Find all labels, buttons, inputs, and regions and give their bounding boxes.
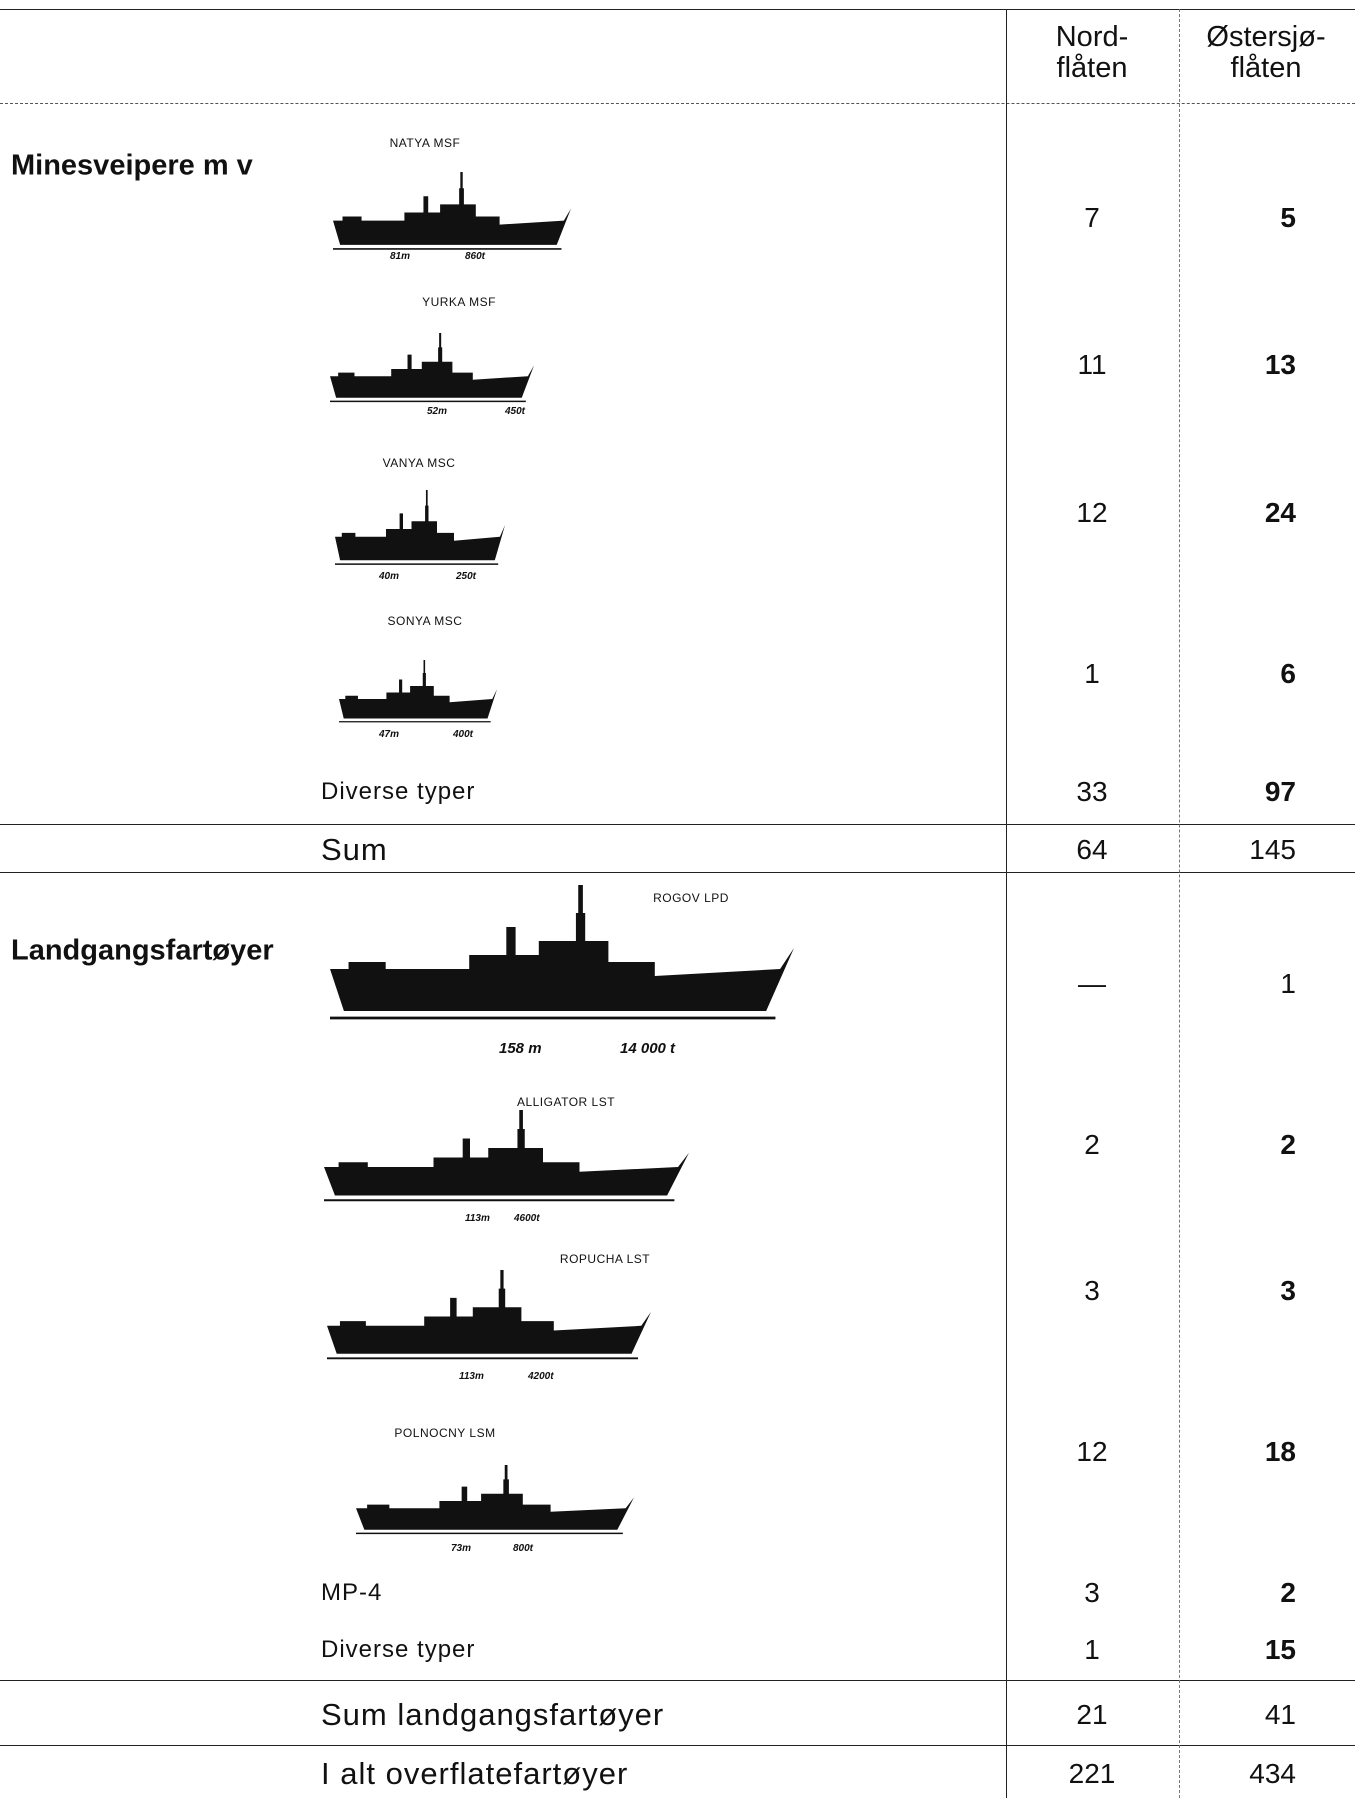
ship-tonnage: 800t <box>513 1543 534 1554</box>
value-nord: 1 <box>1084 1634 1100 1665</box>
rule <box>0 872 1355 873</box>
value-ostersjo: 2 <box>1280 1577 1296 1608</box>
value-nord: 12 <box>1076 497 1108 528</box>
ship-name: ROPUCHA LST <box>559 1252 651 1266</box>
value-nord: 221 <box>1068 1758 1116 1789</box>
value-ostersjo: 97 <box>1264 776 1296 807</box>
column-header-line: Nord- <box>1055 21 1129 53</box>
ship-silhouette <box>327 1270 651 1360</box>
value-nord: 33 <box>1076 776 1108 807</box>
column-header-line: Østersjø- <box>1206 21 1326 53</box>
row-label: I alt overflatefartøyer <box>321 1756 629 1791</box>
ship-silhouette <box>356 1465 634 1535</box>
value-ostersjo: 5 <box>1280 202 1296 233</box>
ship-name: YURKA MSF <box>422 295 496 309</box>
ship-tonnage: 860t <box>465 251 486 262</box>
value-ostersjo: 6 <box>1280 658 1296 689</box>
ship-name: ROGOV LPD <box>653 891 729 905</box>
value-ostersjo: 18 <box>1264 1436 1296 1467</box>
column-header-line: flåten <box>1056 52 1128 84</box>
value-ostersjo: 13 <box>1264 349 1296 380</box>
value-ostersjo: 2 <box>1280 1129 1296 1160</box>
ship-name: VANYA MSC <box>382 456 456 470</box>
ship-silhouette <box>324 1110 689 1202</box>
rule <box>0 824 1355 825</box>
ship-tonnage: 400t <box>453 729 474 740</box>
row-label: Diverse typer <box>321 1636 476 1663</box>
value-nord: 11 <box>1077 349 1107 380</box>
ship-tonnage: 14 000 t <box>620 1040 676 1057</box>
ship-tonnage: 450t <box>505 406 526 417</box>
value-ostersjo: 24 <box>1264 497 1296 528</box>
ship-length: 113m <box>459 1371 484 1382</box>
value-nord: 3 <box>1084 1577 1100 1608</box>
ship-name: NATYA MSF <box>389 136 461 150</box>
value-ostersjo: 41 <box>1264 1699 1296 1730</box>
value-ostersjo: 3 <box>1280 1275 1296 1306</box>
row-label: MP-4 <box>321 1579 383 1606</box>
row-label: Sum <box>321 832 388 867</box>
ship-silhouette <box>333 172 571 250</box>
ship-silhouette <box>330 333 534 403</box>
ship-name: ALLIGATOR LST <box>516 1095 616 1109</box>
column-rule <box>1006 9 1007 1798</box>
ship-silhouette <box>335 490 505 565</box>
ship-length: 40m <box>379 571 400 582</box>
section-title: Landgangsfartøyer <box>11 934 274 967</box>
value-nord: 21 <box>1076 1699 1108 1730</box>
ship-name: SONYA MSC <box>387 614 463 628</box>
value-nord: 12 <box>1076 1436 1108 1467</box>
column-header: Nord-flåten <box>1056 22 1129 84</box>
column-header: Østersjø-flåten <box>1206 22 1325 84</box>
row-label: Sum landgangsfartøyer <box>321 1697 665 1732</box>
ship-length: 52m <box>427 406 448 417</box>
rule <box>0 9 1355 10</box>
ship-length: 81m <box>390 251 411 262</box>
section-title: Minesveipere m v <box>11 149 253 182</box>
value-ostersjo: 15 <box>1264 1634 1296 1665</box>
value-nord: 1 <box>1084 658 1100 689</box>
value-ostersjo: 434 <box>1249 1758 1296 1789</box>
ship-name: POLNOCNY LSM <box>394 1426 496 1440</box>
value-nord: 7 <box>1084 202 1100 233</box>
value-ostersjo: 145 <box>1249 834 1296 865</box>
value-nord: — <box>1078 968 1106 999</box>
ship-tonnage: 4600t <box>514 1213 540 1224</box>
column-header-line: flåten <box>1230 52 1302 84</box>
ship-length: 47m <box>379 729 400 740</box>
row-label: Diverse typer <box>321 778 476 805</box>
value-nord: 3 <box>1084 1275 1100 1306</box>
ship-length: 113m <box>465 1213 490 1224</box>
ship-silhouette <box>330 885 794 1020</box>
value-nord: 2 <box>1084 1129 1100 1160</box>
ship-length: 73m <box>451 1543 472 1554</box>
column-rule <box>1179 9 1180 1798</box>
rule <box>0 1680 1355 1681</box>
ship-tonnage: 4200t <box>528 1371 554 1382</box>
value-ostersjo: 1 <box>1280 968 1296 999</box>
rule <box>0 1745 1355 1746</box>
value-nord: 64 <box>1076 834 1108 865</box>
rule <box>0 103 1355 104</box>
ship-silhouette <box>339 660 497 723</box>
ship-length: 158 m <box>499 1040 542 1057</box>
ship-tonnage: 250t <box>456 571 477 582</box>
